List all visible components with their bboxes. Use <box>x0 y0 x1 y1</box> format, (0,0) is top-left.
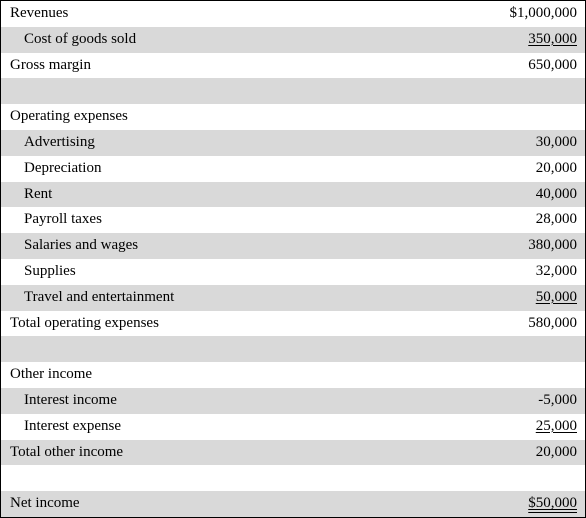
row-label: Interest expense <box>24 417 122 434</box>
section-heading: Other income <box>10 366 93 383</box>
row-interest-expense: Interest expense 25,000 <box>1 414 585 440</box>
row-label: Total other income <box>10 443 124 460</box>
row-revenues: Revenues $1,000,000 <box>1 1 585 27</box>
row-amount: 580,000 <box>528 314 577 331</box>
row-amount: 25,000 <box>535 417 577 434</box>
row-label: Salaries and wages <box>24 237 139 254</box>
row-supplies: Supplies 32,000 <box>1 259 585 285</box>
row-net-income: Net income $50,000 <box>1 491 585 517</box>
row-amount: 380,000 <box>528 237 577 254</box>
row-amount: 28,000 <box>535 211 577 228</box>
row-payroll-taxes: Payroll taxes 28,000 <box>1 207 585 233</box>
row-amount: 20,000 <box>535 443 577 460</box>
row-amount: $50,000 <box>528 495 577 512</box>
row-label: Cost of goods sold <box>24 30 137 47</box>
row-total-other-income: Total other income 20,000 <box>1 439 585 466</box>
row-label: Net income <box>10 495 80 512</box>
row-amount: $1,000,000 <box>509 5 578 21</box>
row-label: Revenues <box>10 5 69 21</box>
row-advertising: Advertising 30,000 <box>1 129 585 156</box>
row-spacer <box>1 465 585 491</box>
row-label: Total operating expenses <box>10 314 159 331</box>
row-amount: 650,000 <box>528 56 577 73</box>
row-label: Interest income <box>24 391 117 408</box>
row-amount: 20,000 <box>535 159 577 176</box>
row-label: Payroll taxes <box>24 211 102 228</box>
row-interest-income: Interest income -5,000 <box>1 387 585 414</box>
row-travel-and-entertainment: Travel and entertainment 50,000 <box>1 284 585 311</box>
row-label: Gross margin <box>10 56 91 73</box>
row-spacer <box>1 336 585 363</box>
row-gross-margin: Gross margin 650,000 <box>1 53 585 79</box>
row-label: Travel and entertainment <box>24 288 175 305</box>
section-heading: Operating expenses <box>10 108 128 125</box>
row-label: Supplies <box>24 262 76 279</box>
row-amount: 30,000 <box>535 133 577 150</box>
row-amount: -5,000 <box>538 391 577 408</box>
row-rent: Rent 40,000 <box>1 181 585 208</box>
row-label: Depreciation <box>24 159 102 176</box>
row-spacer <box>1 78 585 105</box>
row-depreciation: Depreciation 20,000 <box>1 156 585 182</box>
row-cost-of-goods-sold: Cost of goods sold 350,000 <box>1 26 585 53</box>
row-amount: 40,000 <box>535 185 577 202</box>
row-amount: 32,000 <box>535 262 577 279</box>
row-amount: 50,000 <box>535 288 577 305</box>
row-salaries-and-wages: Salaries and wages 380,000 <box>1 233 585 259</box>
row-amount: 350,000 <box>528 30 577 47</box>
row-label: Advertising <box>24 133 95 150</box>
row-label: Rent <box>24 185 53 202</box>
row-total-operating-expenses: Total operating expenses 580,000 <box>1 311 585 337</box>
row-other-income-heading: Other income <box>1 362 585 388</box>
row-operating-expenses-heading: Operating expenses <box>1 104 585 130</box>
